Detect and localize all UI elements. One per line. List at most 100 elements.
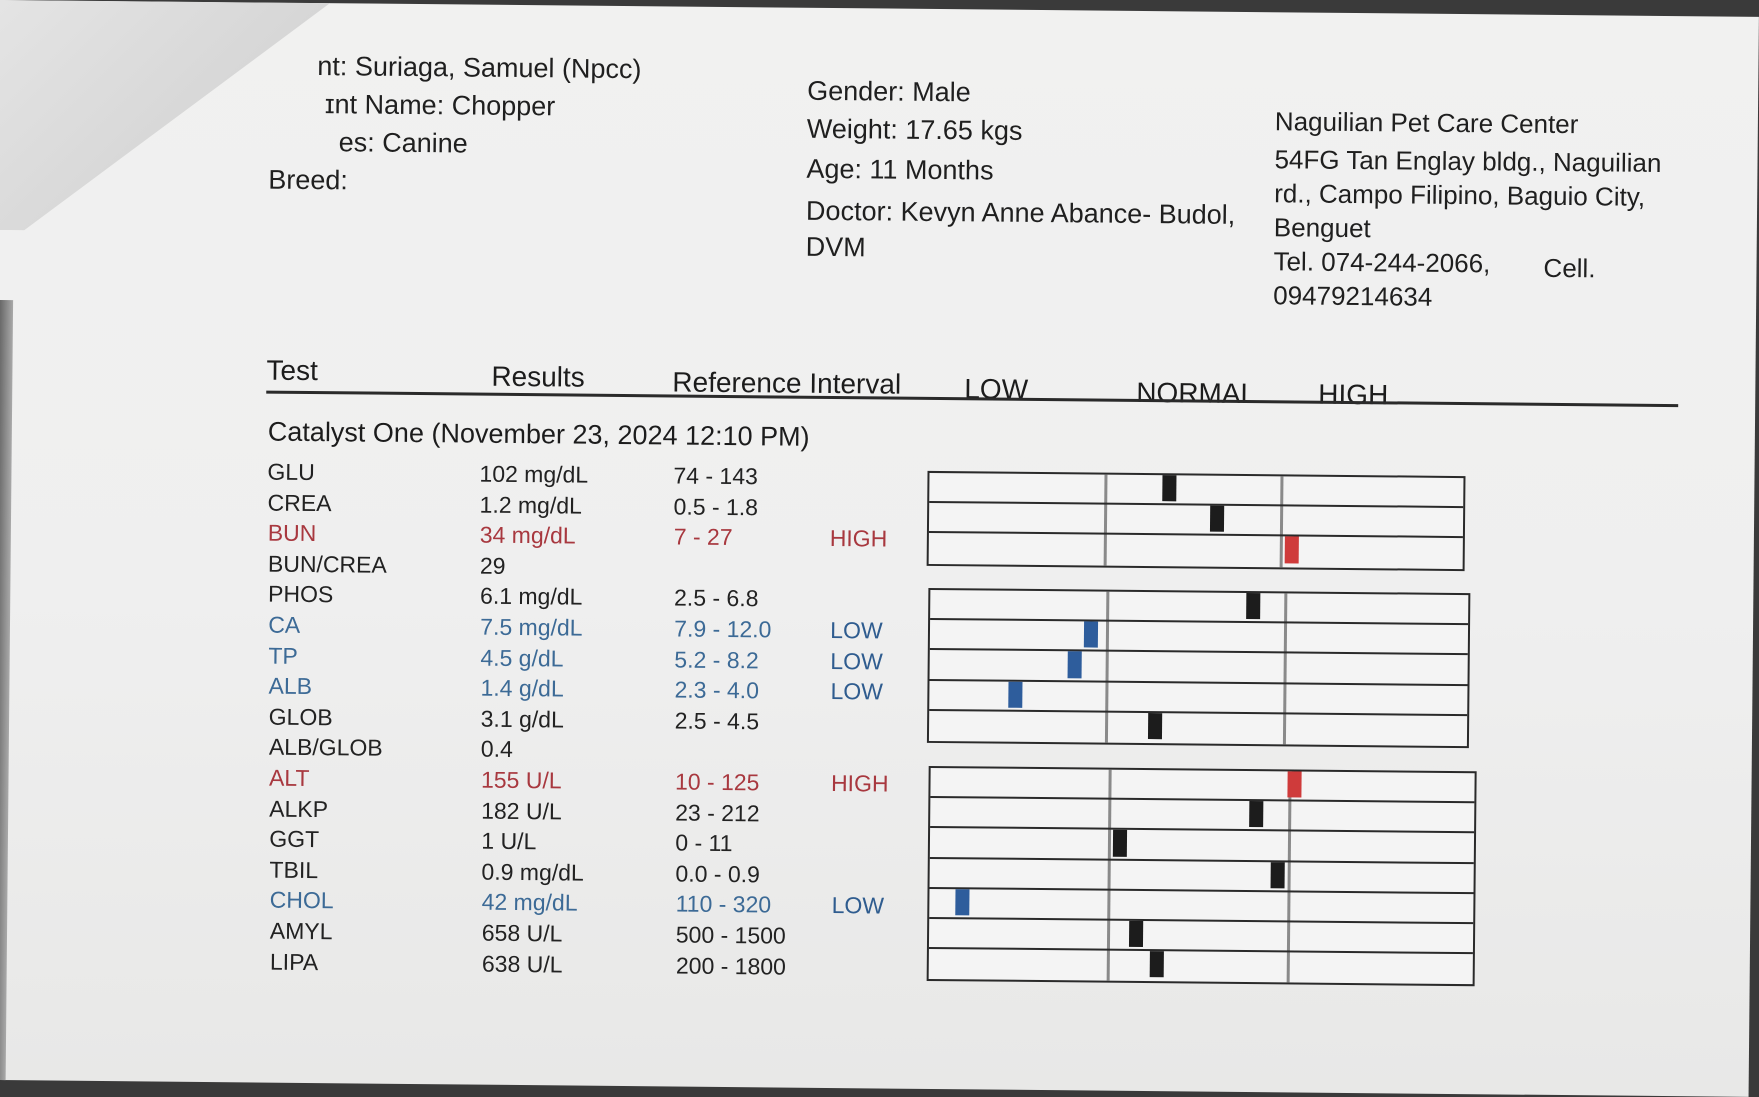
test-result: 182 U/L (481, 797, 562, 825)
gauge-marker (1147, 712, 1163, 740)
test-name: PHOS (267, 580, 334, 608)
gauge-marker (1245, 592, 1261, 620)
paper-edge-shadow (0, 299, 14, 1081)
reference-interval: 500 - 1500 (675, 921, 786, 949)
gauge-row (929, 711, 1467, 744)
gauge-marker (1150, 951, 1165, 978)
patient-name-line: ɪnt Name: Chopper (324, 89, 556, 122)
clinic-cell-number: 09479214634 (1273, 280, 1433, 312)
reference-interval: 0.0 - 0.9 (675, 860, 761, 888)
gauge-marker (1249, 801, 1264, 828)
gauge-marker (1067, 651, 1083, 678)
test-name: ALB/GLOB (268, 734, 383, 762)
gauge-group (926, 765, 1477, 987)
doctor-line-1: Doctor: Kevyn Anne Abance- Budol, (805, 195, 1236, 230)
test-name: TP (268, 642, 298, 669)
gauge-marker (1287, 771, 1303, 798)
column-header-high: HIGH (1318, 378, 1389, 411)
gauge-group (926, 587, 1471, 749)
test-result: 658 U/L (481, 919, 563, 947)
test-result: 1.2 mg/dL (479, 491, 583, 519)
gauge-marker (1284, 536, 1300, 564)
test-result: 102 mg/dL (479, 460, 589, 488)
clinic-name: Naguilian Pet Care Center (1274, 106, 1579, 140)
test-result: 3.1 g/dL (480, 705, 564, 733)
gauge-marker (1128, 920, 1143, 948)
status-flag: HIGH (829, 525, 888, 552)
test-name: GGT (269, 825, 320, 853)
table-row: LIPA 638 U/L 200 - 1800 (270, 948, 910, 984)
test-name: ALKP (269, 795, 329, 822)
status-flag: HIGH (830, 770, 889, 797)
gauge-marker (1113, 830, 1128, 857)
reference-interval: 0.5 - 1.8 (673, 493, 759, 520)
weight-line: Weight: 17.65 kgs (806, 113, 1023, 146)
reference-interval: 2.5 - 4.5 (674, 707, 760, 735)
test-name: ALB (268, 672, 313, 700)
test-name: CHOL (269, 887, 334, 914)
folded-page-corner (0, 0, 330, 233)
client-line: nt: Suriaga, Samuel (Npcc) (317, 51, 642, 85)
clinic-address-2: rd., Campo Filipino, Baguio City, (1274, 178, 1646, 212)
reference-interval: 7 - 27 (673, 523, 733, 551)
reference-interval: 7.9 - 12.0 (674, 615, 772, 643)
gauge-row (929, 533, 1463, 566)
test-name: GLU (267, 458, 315, 486)
reference-interval: 74 - 143 (673, 462, 758, 490)
test-result: 7.5 mg/dL (480, 613, 583, 641)
test-result: 6.1 mg/dL (479, 583, 583, 611)
test-result: 0.9 mg/dL (481, 858, 584, 886)
doctor-line-2: DVM (805, 231, 866, 263)
test-name: CA (268, 611, 301, 638)
column-header-results: Results (491, 360, 585, 393)
reference-interval: 5.2 - 8.2 (674, 646, 759, 673)
test-name: TBIL (269, 856, 319, 883)
species-line: es: Canine (338, 127, 468, 159)
gauge-marker (1162, 475, 1177, 502)
test-result: 42 mg/dL (481, 889, 578, 916)
test-name: BUN/CREA (267, 550, 387, 578)
test-result: 1.4 g/dL (480, 674, 564, 702)
test-name: LIPA (269, 948, 319, 975)
gauge-marker (1210, 505, 1225, 533)
reference-interval: 2.5 - 6.8 (673, 584, 759, 612)
test-name: AMYL (269, 917, 333, 945)
gender-line: Gender: Male (807, 75, 971, 108)
gauge-marker (1270, 861, 1285, 889)
status-flag: LOW (831, 892, 885, 919)
column-header-low: LOW (964, 373, 1029, 405)
breed-line: Breed: (268, 164, 348, 196)
column-header-normal: NORMAL (1136, 376, 1257, 410)
reference-interval: 10 - 125 (674, 768, 760, 796)
clinic-tel: Tel. 074-244-2066, (1273, 246, 1491, 279)
reference-interval: 2.3 - 4.0 (674, 676, 760, 704)
column-header-test: Test (266, 354, 318, 387)
test-result: 34 mg/dL (479, 521, 576, 549)
test-name: BUN (267, 519, 317, 547)
reference-interval: 110 - 320 (675, 890, 772, 918)
gauge-marker (954, 889, 970, 916)
reference-interval: 23 - 212 (675, 799, 760, 826)
gauge-group (926, 470, 1466, 571)
reference-interval: 200 - 1800 (675, 952, 787, 980)
test-name: ALT (268, 764, 310, 792)
gauge-marker (1084, 621, 1099, 648)
status-flag: LOW (830, 616, 883, 644)
status-flag: LOW (830, 678, 884, 705)
test-name: GLOB (268, 703, 333, 731)
test-result: 0.4 (480, 736, 513, 763)
clinic-address-1: 54FG Tan Englay bldg., Naguilian (1274, 144, 1662, 178)
age-line: Age: 11 Months (806, 153, 994, 186)
section-title: Catalyst One (November 23, 2024 12:10 PM… (267, 416, 810, 452)
gauge-marker (1008, 681, 1023, 708)
test-result: 29 (479, 552, 506, 579)
test-name: CREA (267, 489, 332, 516)
test-result: 638 U/L (481, 950, 563, 978)
clinic-cell-label: Cell. (1543, 252, 1596, 284)
clinic-address-3: Benguet (1273, 212, 1371, 244)
gauge-row (929, 949, 1473, 982)
test-result: 4.5 g/dL (480, 644, 564, 672)
test-result: 155 U/L (480, 766, 562, 794)
status-flag: LOW (830, 647, 883, 675)
